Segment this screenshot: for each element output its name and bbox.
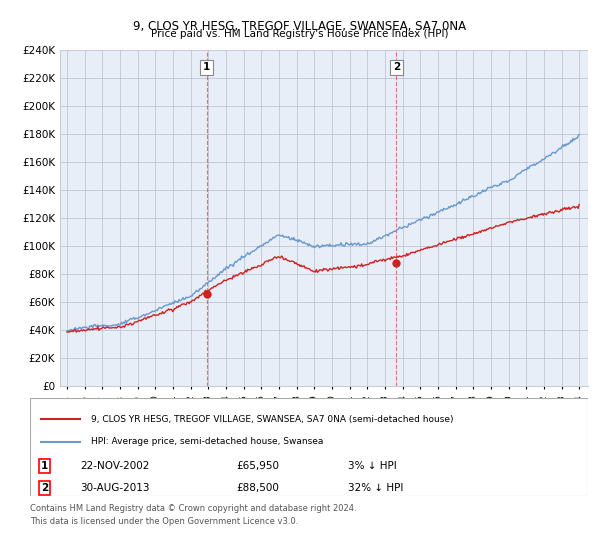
Text: 9, CLOS YR HESG, TREGOF VILLAGE, SWANSEA, SA7 0NA (semi-detached house): 9, CLOS YR HESG, TREGOF VILLAGE, SWANSEA…: [91, 414, 454, 424]
Text: 32% ↓ HPI: 32% ↓ HPI: [348, 483, 403, 493]
Text: Price paid vs. HM Land Registry's House Price Index (HPI): Price paid vs. HM Land Registry's House …: [151, 29, 449, 39]
Text: 3% ↓ HPI: 3% ↓ HPI: [348, 461, 397, 471]
Text: 9, CLOS YR HESG, TREGOF VILLAGE, SWANSEA, SA7 0NA: 9, CLOS YR HESG, TREGOF VILLAGE, SWANSEA…: [133, 20, 467, 32]
Text: £65,950: £65,950: [236, 461, 280, 471]
Text: Contains HM Land Registry data © Crown copyright and database right 2024.
This d: Contains HM Land Registry data © Crown c…: [30, 504, 356, 525]
Text: 1: 1: [203, 62, 210, 72]
Text: 2: 2: [393, 62, 400, 72]
Text: 2: 2: [41, 483, 49, 493]
Text: HPI: Average price, semi-detached house, Swansea: HPI: Average price, semi-detached house,…: [91, 437, 324, 446]
FancyBboxPatch shape: [30, 398, 588, 496]
Text: 30-AUG-2013: 30-AUG-2013: [80, 483, 150, 493]
Text: £88,500: £88,500: [236, 483, 280, 493]
Text: 1: 1: [41, 461, 49, 471]
Text: 22-NOV-2002: 22-NOV-2002: [80, 461, 149, 471]
